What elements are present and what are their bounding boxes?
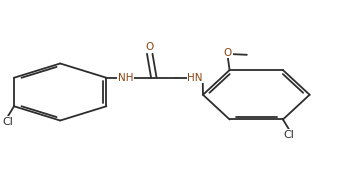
Text: HN: HN — [187, 73, 203, 83]
Text: Cl: Cl — [2, 117, 13, 127]
Text: Cl: Cl — [284, 130, 294, 140]
Text: NH: NH — [118, 73, 133, 83]
Text: O: O — [146, 42, 154, 52]
Text: O: O — [224, 48, 232, 58]
